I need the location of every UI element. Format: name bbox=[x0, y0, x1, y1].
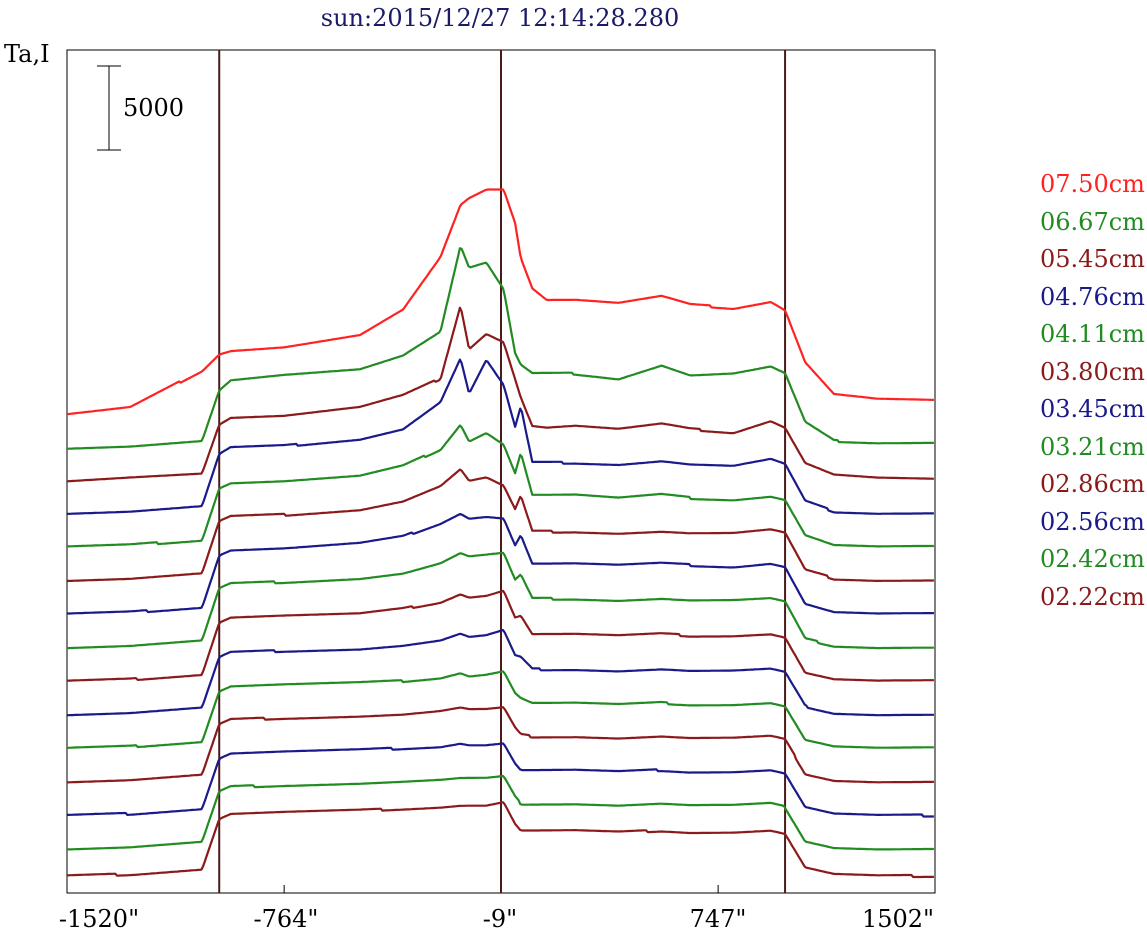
legend-item: 02.22cm bbox=[1040, 582, 1145, 611]
x-tick-label: -9" bbox=[482, 905, 518, 933]
legend-item: 02.42cm bbox=[1040, 545, 1145, 573]
series-line bbox=[67, 424, 934, 548]
legend-item: 05.45cm bbox=[1040, 245, 1145, 273]
series-line bbox=[67, 551, 934, 650]
y-axis-label: Ta,I bbox=[4, 40, 50, 68]
series-line bbox=[66, 589, 934, 682]
series-line bbox=[67, 628, 934, 717]
legend-item: 03.21cm bbox=[1040, 432, 1145, 461]
series-line bbox=[67, 670, 934, 749]
scale-bar-label: 5000 bbox=[123, 94, 184, 122]
legend-item: 04.76cm bbox=[1040, 282, 1145, 311]
series-line bbox=[66, 774, 934, 851]
legend-item: 07.50cm bbox=[1040, 170, 1145, 198]
series-line bbox=[66, 706, 934, 784]
legend-item: 04.11cm bbox=[1040, 320, 1145, 348]
legend-item: 02.56cm bbox=[1040, 507, 1145, 536]
series-line bbox=[67, 742, 934, 818]
legend-item: 02.86cm bbox=[1040, 470, 1145, 498]
series-line bbox=[67, 801, 934, 879]
series-line bbox=[66, 468, 934, 583]
x-tick-label: 1502" bbox=[861, 905, 935, 933]
x-tick-label: -764" bbox=[253, 905, 319, 933]
series-line bbox=[67, 512, 934, 615]
x-tick-label: 747" bbox=[689, 905, 747, 933]
series-line bbox=[66, 358, 934, 515]
series-line bbox=[66, 247, 934, 450]
chart-title: sun:2015/12/27 12:14:28.280 bbox=[320, 4, 680, 32]
legend-item: 03.80cm bbox=[1040, 357, 1145, 386]
legend-item: 03.45cm bbox=[1040, 395, 1145, 423]
series-line bbox=[66, 306, 934, 483]
x-tick-label: -1520" bbox=[58, 905, 140, 933]
legend-item: 06.67cm bbox=[1040, 207, 1145, 236]
series-line bbox=[66, 188, 934, 416]
